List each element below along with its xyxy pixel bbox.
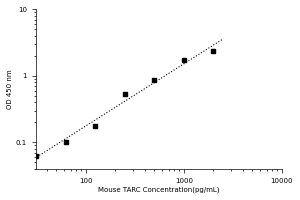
X-axis label: Mouse TARC Concentration(pg/mL): Mouse TARC Concentration(pg/mL)	[98, 187, 220, 193]
Point	[93, 125, 98, 128]
Point	[63, 140, 68, 144]
Point	[182, 59, 186, 62]
Y-axis label: OD 450 nm: OD 450 nm	[7, 69, 13, 109]
Point	[152, 78, 157, 81]
Point	[34, 154, 39, 157]
Point	[211, 50, 216, 53]
Point	[122, 92, 127, 95]
